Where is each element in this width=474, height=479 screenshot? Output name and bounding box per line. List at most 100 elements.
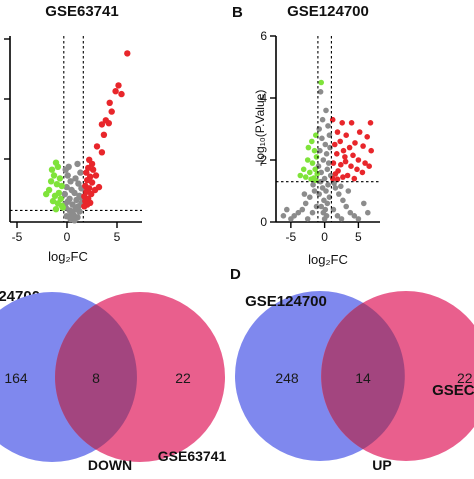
panel-b-x-tick-label: 0 (321, 230, 328, 244)
panel-b-point-down (305, 144, 312, 151)
panel-b-point-ns (316, 191, 323, 197)
panel-b-point-up (329, 116, 336, 123)
panel-a-title: GSE63741 (45, 3, 118, 20)
panel-b-point-ns (330, 206, 337, 213)
panel-b: B GSE124700 -log₁₀(P.Value) log₂FC 0 2 4 6 -… (232, 3, 380, 267)
panel-b-point-up (360, 143, 366, 149)
panel-b-point-down (313, 154, 320, 160)
panel-b-point-up (366, 163, 373, 169)
panel-a-point-down (48, 166, 56, 173)
panel-a-point-ns (64, 172, 71, 179)
panel-b-point-ns (338, 216, 345, 222)
panel-a-point-down (56, 175, 64, 182)
panel-b-point-up (346, 144, 353, 151)
panel-b-point-ns (326, 194, 333, 200)
panel-b-point-ns (323, 188, 329, 194)
panel-b-point-down (318, 79, 325, 86)
panel-b-y-tick-label: 4 (260, 91, 267, 105)
panel-a-point-down (53, 181, 61, 188)
panel-a-point-up (124, 50, 131, 57)
panel-a-point-up (88, 190, 95, 198)
panel-a-point-ns (65, 163, 72, 170)
panel-b-point-up (348, 163, 354, 169)
panel-b-point-up (334, 176, 341, 182)
panel-b-point-ns (301, 191, 308, 197)
panel-b-point-ns (321, 175, 328, 182)
panel-b-point-up (359, 169, 366, 176)
panel-a-x-tick-label: -5 (12, 230, 23, 244)
panel-a-point-up (105, 120, 113, 127)
panel-b-point-ns (318, 203, 325, 210)
panel-b-point-ns (284, 206, 290, 213)
venn-c-overlap (55, 304, 137, 450)
panel-b-point-ns (334, 213, 341, 219)
panel-b-point-ns (332, 185, 339, 191)
panel-b-point-up (351, 175, 358, 182)
panel-b-point-ns (323, 151, 330, 157)
panel-b-point-up (352, 140, 358, 146)
panel-b-point-ns (338, 183, 344, 190)
panel-b-point-ns (327, 144, 333, 151)
panel-a-point-down (47, 178, 55, 185)
venn-c-left-count: 164 (4, 370, 28, 386)
panel-b-point-up (342, 154, 348, 160)
venn-c-overlap-count: 8 (92, 370, 100, 386)
panel-a-point-ns (61, 190, 68, 198)
panel-a-point-ns (67, 178, 74, 185)
venn-d-left-set-label: GSE124700 (245, 293, 327, 310)
venn-c-direction-label: DOWN (88, 457, 132, 473)
panel-b-point-down (300, 166, 307, 173)
panel-b-point-ns (321, 216, 328, 222)
panel-a-point-down (58, 182, 65, 190)
panel-b-point-ns (313, 203, 320, 210)
panel-b-point-up (340, 147, 347, 154)
venn-d-overlap (321, 302, 405, 450)
panel-b-y-tick-label: 2 (260, 153, 267, 167)
panel-a-point-down (57, 195, 64, 202)
venn-d-direction-label: UP (372, 457, 391, 473)
panel-b-point-up (332, 171, 339, 177)
panel-b-point-ns (324, 166, 331, 173)
panel-a-points (43, 50, 131, 224)
panel-a-point-ns (77, 169, 84, 176)
panel-a-point-up (98, 149, 106, 156)
panel-b-point-ns (304, 216, 311, 222)
panel-b-point-up (339, 120, 346, 126)
panel-b-x-tick-label: -5 (286, 230, 297, 244)
panel-b-point-up (350, 152, 356, 159)
panel-b-point-ns (317, 147, 323, 154)
panel-b-point-ns (299, 206, 306, 213)
panel-a-point-down (49, 197, 57, 205)
panel-b-point-up (334, 151, 340, 157)
panel-b-point-ns (317, 178, 324, 185)
panel-b-point-up (355, 157, 362, 163)
panel-b-point-up (356, 129, 363, 135)
panel-b-point-up (329, 175, 336, 182)
panel-b-point-ns (317, 89, 324, 95)
panel-b-point-down (308, 176, 314, 182)
panel-b-point-up (330, 160, 337, 166)
panel-a-point-down (50, 172, 58, 179)
panel-b-point-down (302, 174, 309, 180)
panel-b-point-ns (316, 126, 323, 132)
panel-a-point-up (108, 108, 115, 115)
panel-b-point-down (313, 132, 319, 138)
panel-b-point-down (297, 172, 304, 179)
panel-b-point-ns (310, 182, 316, 188)
panel-b-point-ns (280, 213, 287, 219)
panel-b-point-ns (343, 203, 350, 210)
panel-b-point-up (332, 141, 338, 148)
panel-a-point-down (59, 204, 66, 211)
panel-b-point-down (311, 147, 318, 154)
panel-b-point-up (348, 120, 355, 126)
panel-a-point-ns (71, 217, 78, 224)
panel-b-point-down (314, 171, 321, 177)
panel-b-axes: log₂FC (275, 36, 380, 267)
panel-b-letter: B (232, 4, 243, 21)
panel-b-point-up (362, 160, 368, 166)
panel-b-point-ns (324, 200, 331, 207)
panel-b-point-ns (320, 157, 327, 163)
panel-a-point-up (100, 131, 108, 138)
panel-b-point-ns (361, 200, 367, 207)
